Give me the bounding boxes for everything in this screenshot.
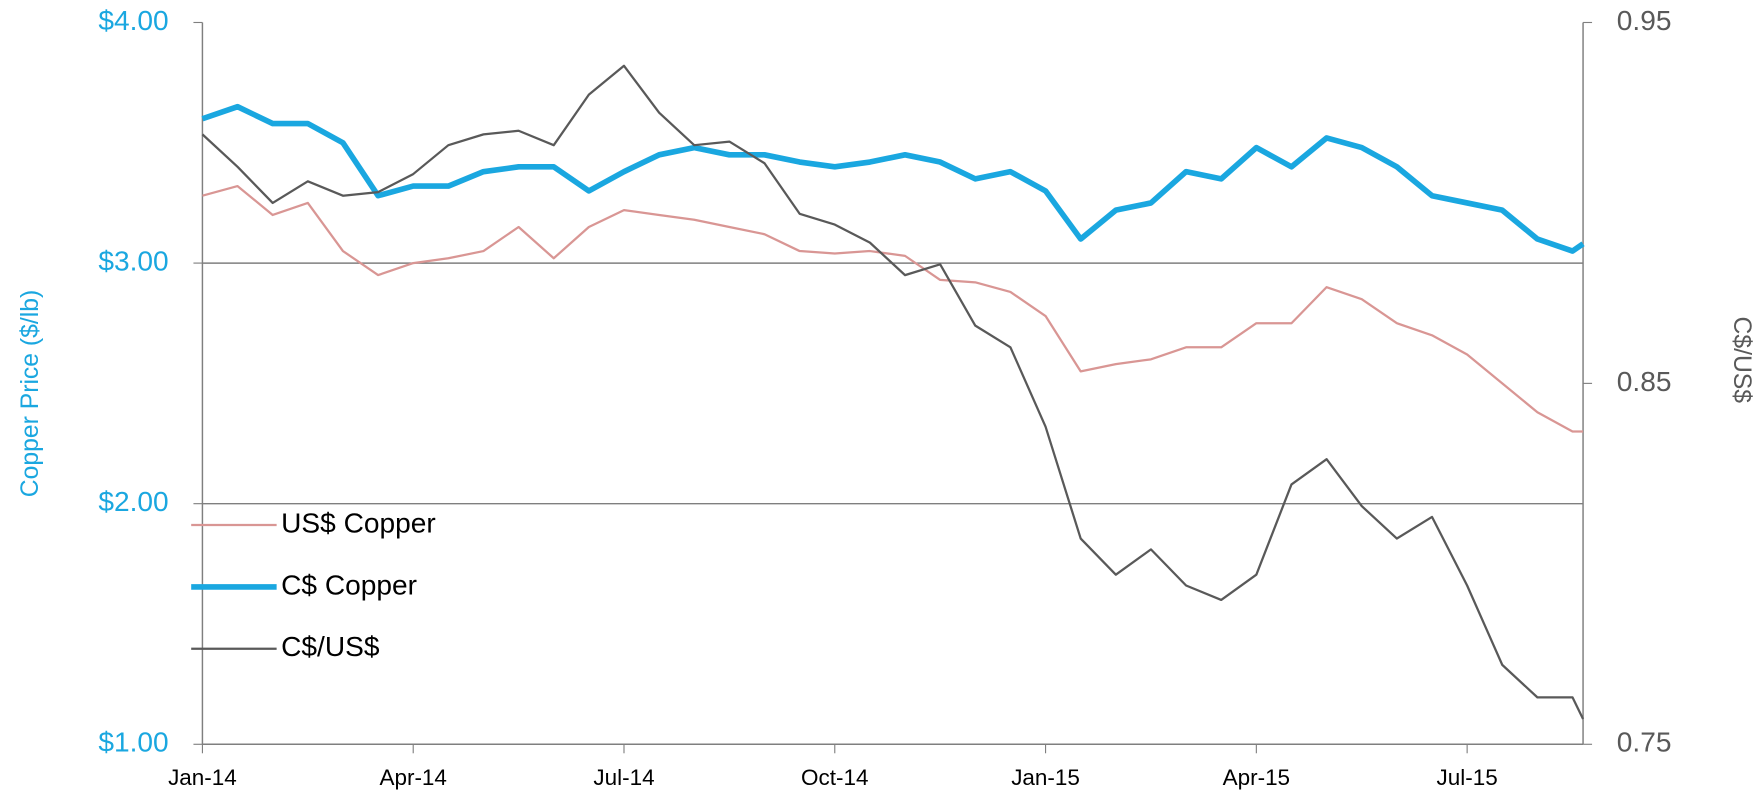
y-tick-label: $2.00 [98, 486, 168, 517]
x-tick-label: Apr-14 [379, 765, 446, 790]
x-tick-label: Jul-15 [1437, 765, 1498, 790]
x-tick-label: Jul-14 [593, 765, 654, 790]
y-tick-label: $1.00 [98, 727, 168, 758]
line-series [201, 64, 1585, 720]
y-tick-label: $4.00 [98, 5, 168, 36]
legend-label: C$/US$ [281, 631, 380, 662]
y-axis-title: Copper Price ($/lb) [17, 290, 44, 497]
line-series [202, 184, 1584, 433]
legend-label: US$ Copper [281, 507, 436, 538]
y2-tick-label: 0.95 [1617, 5, 1672, 36]
x-tick-label: Jan-14 [168, 765, 237, 790]
y2-axis-title: C$/US$ [1728, 316, 1755, 403]
legend-label: C$ Copper [281, 569, 417, 600]
x-tick-label: Jan-15 [1011, 765, 1080, 790]
y2-tick-label: 0.85 [1617, 366, 1672, 397]
x-tick-label: Apr-15 [1223, 765, 1290, 790]
line-series [201, 103, 1585, 254]
x-tick-label: Oct-14 [801, 765, 868, 790]
y-tick-label: $3.00 [98, 246, 168, 277]
y2-tick-label: 0.75 [1617, 727, 1672, 758]
